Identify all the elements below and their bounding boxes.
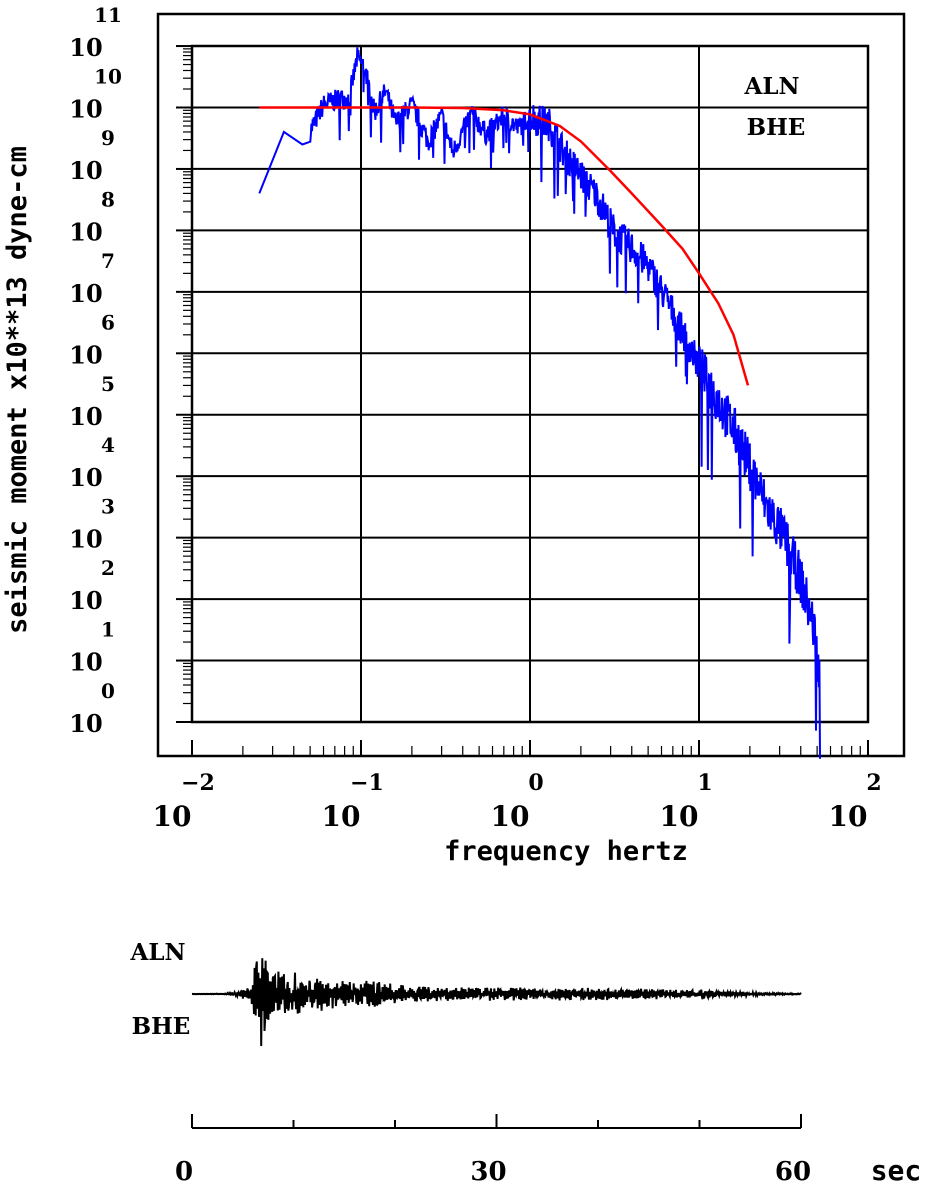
x-axis-ticks: 10 −2 10 −1 10 0 10 1 10 2 bbox=[153, 740, 882, 833]
time-tick-label: 0 bbox=[175, 1157, 193, 1184]
x-tick-label-exponent: 1 bbox=[697, 770, 712, 796]
y-tick-label-base: 10 bbox=[69, 33, 102, 62]
y-tick-label-exponent: 2 bbox=[101, 556, 115, 580]
y-tick-label-base: 10 bbox=[69, 95, 102, 124]
time-tick-label: 60 bbox=[775, 1157, 811, 1184]
seismogram-channel: BHE bbox=[132, 1013, 191, 1040]
y-tick-label-base: 10 bbox=[69, 402, 102, 431]
seismogram-line bbox=[191, 958, 802, 1047]
x-tick-label-exponent: 2 bbox=[866, 770, 881, 796]
spectrum-observed-line bbox=[258, 47, 821, 759]
y-tick-label-base: 10 bbox=[69, 217, 102, 246]
spectrum-series bbox=[258, 47, 821, 759]
x-tick-label-base: 10 bbox=[322, 800, 361, 833]
x-axis-label: frequency hertz bbox=[444, 836, 688, 867]
x-tick-label-base: 10 bbox=[491, 800, 530, 833]
seismogram-station: ALN bbox=[129, 939, 185, 966]
y-tick-label-base: 10 bbox=[69, 463, 102, 492]
grid-lines bbox=[192, 46, 868, 722]
y-tick-label-base: 10 bbox=[69, 279, 102, 308]
y-tick-label-exponent: 10 bbox=[94, 65, 122, 89]
y-tick-label-exponent: 5 bbox=[101, 372, 115, 396]
y-tick-label-exponent: 3 bbox=[101, 495, 115, 519]
y-tick-label-base: 10 bbox=[69, 525, 102, 554]
seismogram-trace bbox=[191, 958, 802, 1047]
legend-station: ALN bbox=[743, 73, 799, 100]
x-tick-label-exponent: 0 bbox=[528, 770, 543, 796]
spectrum-model-line bbox=[259, 106, 750, 386]
legend-channel: BHE bbox=[747, 114, 806, 141]
y-tick-label-exponent: 0 bbox=[101, 679, 115, 703]
y-tick-label-exponent: 7 bbox=[101, 249, 115, 273]
x-tick-label-exponent: −2 bbox=[181, 770, 215, 796]
y-tick-label-base: 10 bbox=[69, 709, 102, 738]
time-tick-label: 30 bbox=[470, 1157, 506, 1184]
x-tick-label-base: 10 bbox=[829, 800, 868, 833]
x-tick-label-exponent: −1 bbox=[350, 770, 384, 796]
y-tick-label-exponent: 11 bbox=[94, 3, 122, 27]
y-tick-label-base: 10 bbox=[69, 648, 102, 677]
x-tick-label-base: 10 bbox=[153, 800, 192, 833]
time-axis: 0 30 60 bbox=[175, 1114, 811, 1184]
y-tick-label-base: 10 bbox=[69, 156, 102, 185]
y-tick-label-exponent: 8 bbox=[101, 187, 115, 211]
seismogram-chart: ALN BHE 0 30 60 sec bbox=[129, 939, 921, 1184]
x-tick-label-base: 10 bbox=[660, 800, 699, 833]
y-tick-label-exponent: 4 bbox=[101, 433, 115, 457]
y-tick-label-exponent: 9 bbox=[101, 126, 115, 150]
y-tick-label-exponent: 1 bbox=[101, 618, 115, 642]
time-unit-label: sec bbox=[871, 1154, 922, 1184]
y-tick-label-exponent: 6 bbox=[101, 310, 115, 334]
y-tick-label-base: 10 bbox=[69, 340, 102, 369]
y-axis-label: seismic moment x10**13 dyne-cm bbox=[2, 146, 33, 634]
y-tick-label-base: 10 bbox=[69, 586, 102, 615]
